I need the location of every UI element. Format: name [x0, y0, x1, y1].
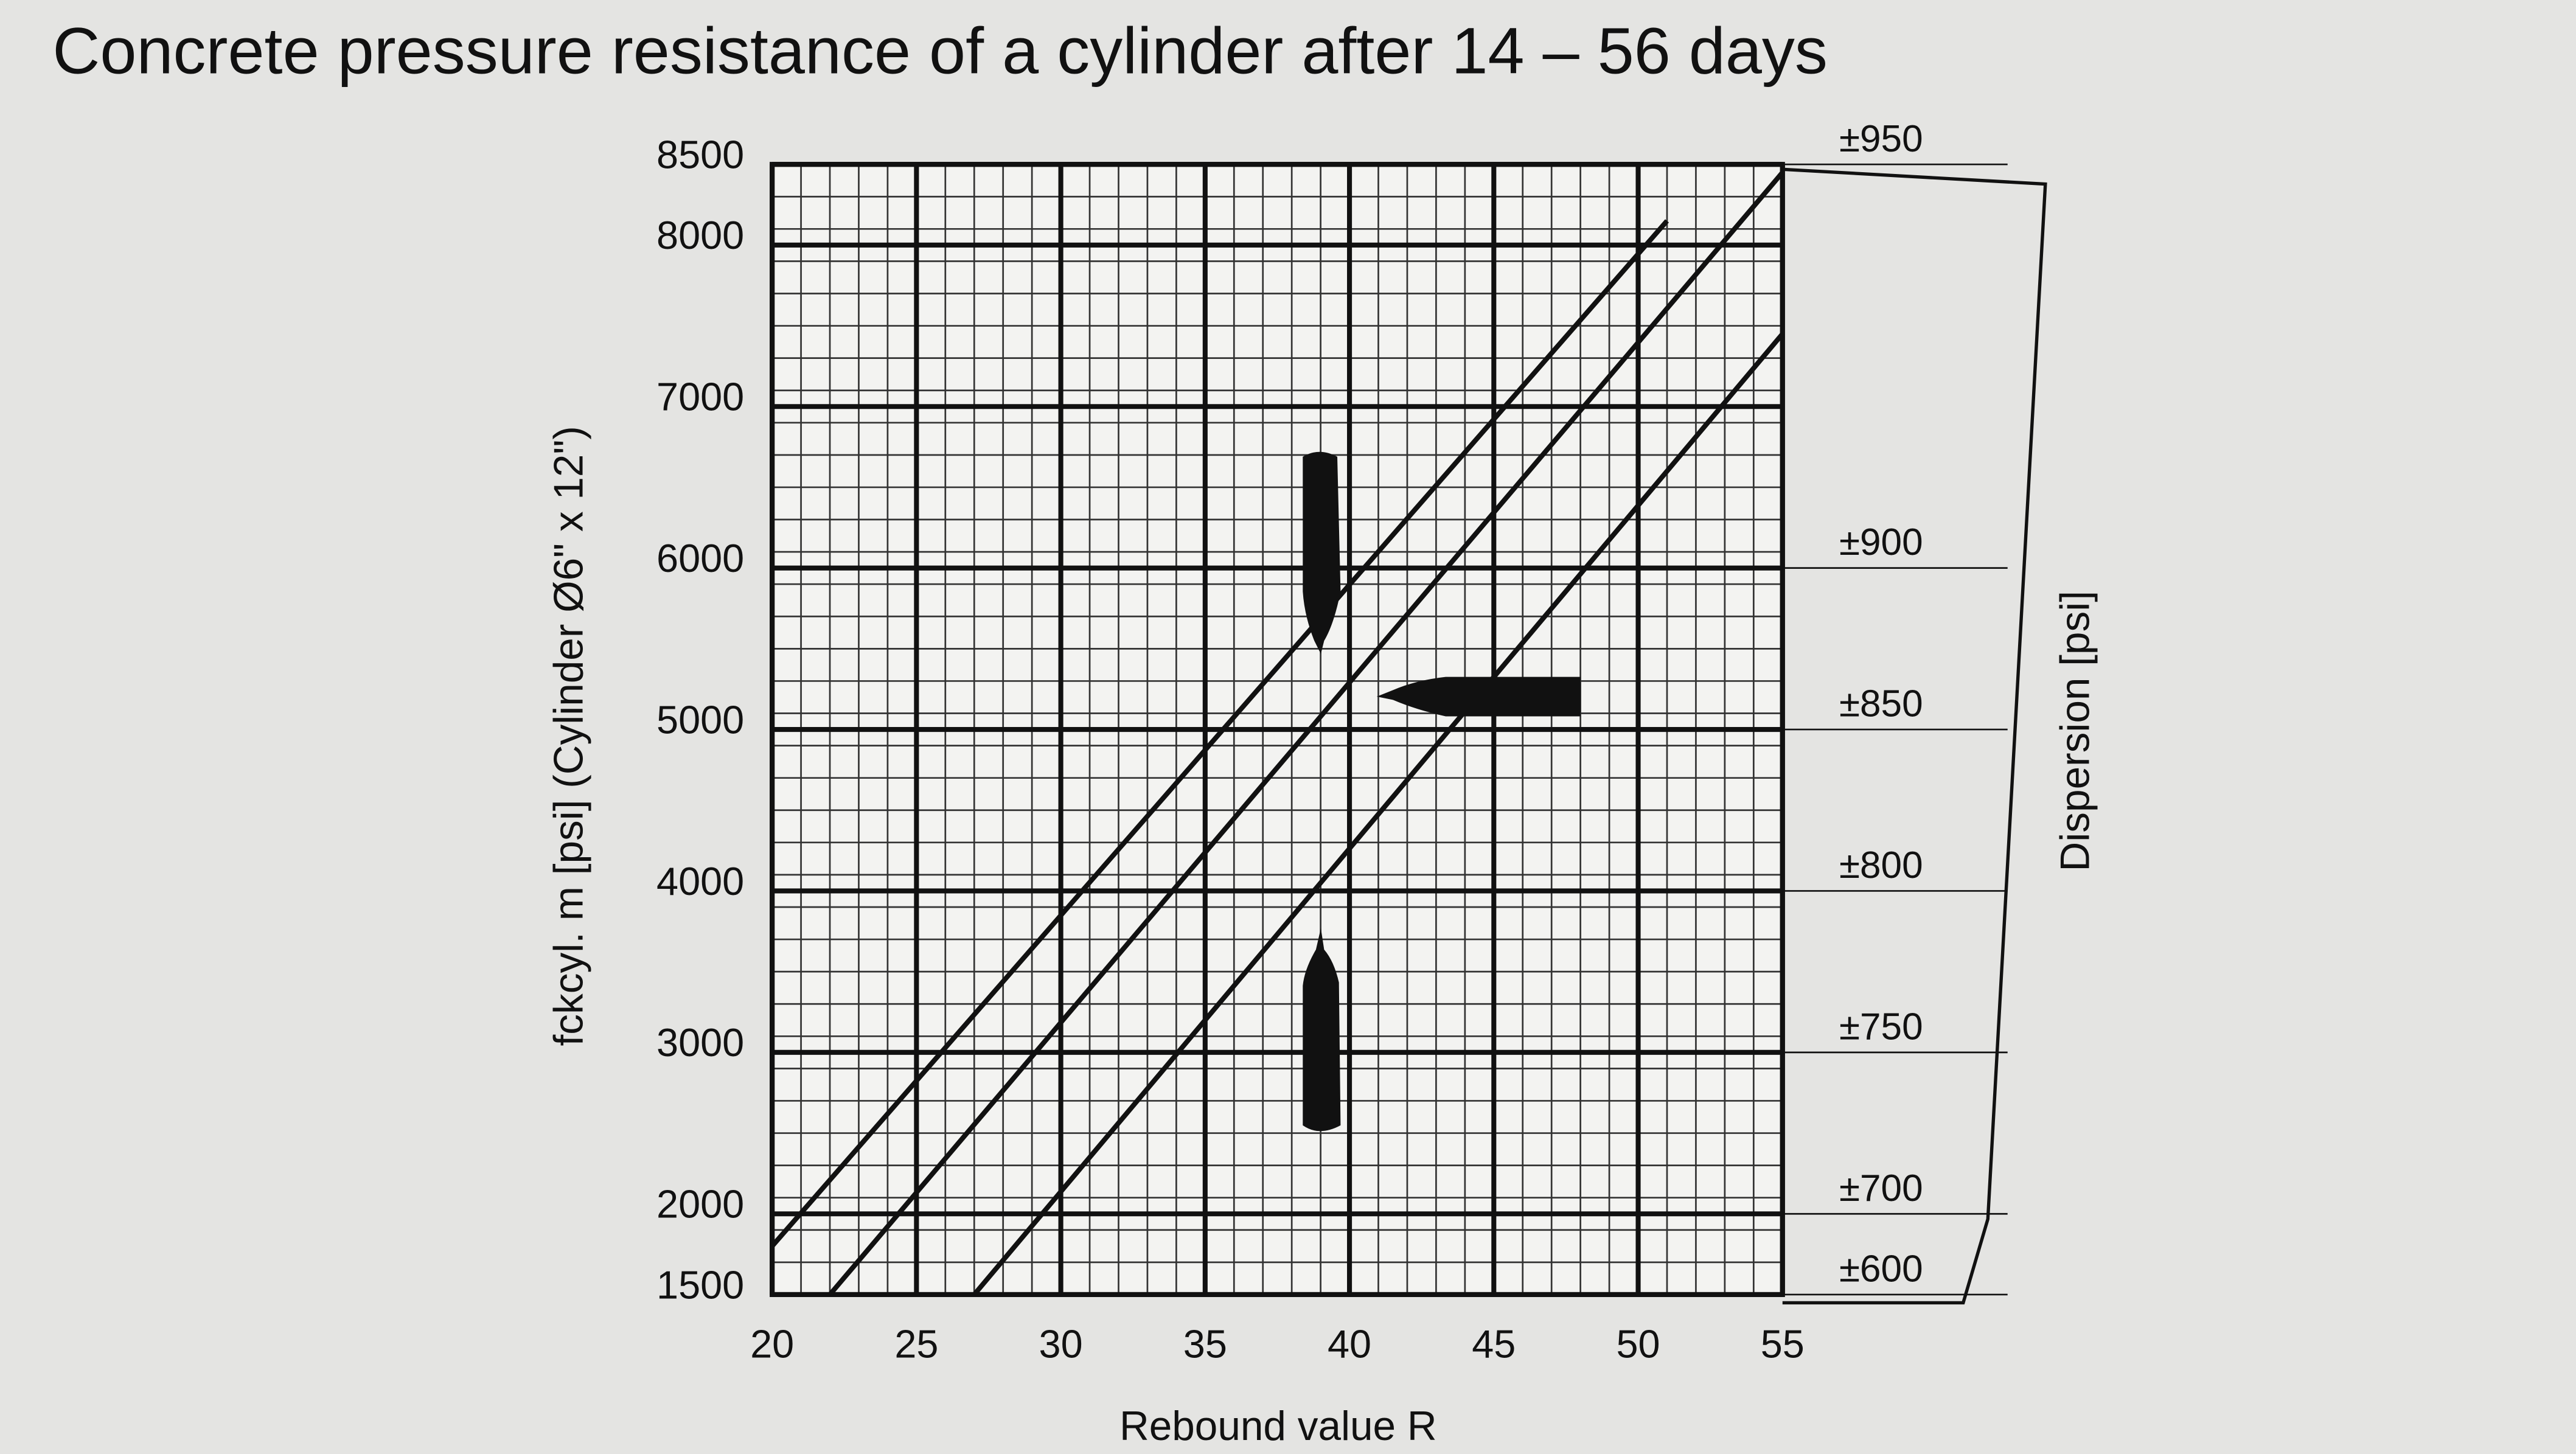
arrows	[1303, 451, 1581, 1132]
line	[827, 170, 1784, 1296]
y-tick-label: 8000	[656, 213, 744, 257]
y-tick-label: 2000	[656, 1182, 744, 1226]
chart-title: Concrete pressure resistance of a cylind…	[52, 13, 1828, 87]
y-tick-label: 1500	[656, 1262, 744, 1307]
x-tick-label: 45	[1472, 1321, 1516, 1366]
x-tick-label: 55	[1761, 1321, 1805, 1366]
arrow-down	[1303, 451, 1341, 654]
y2-tick-label: ±600	[1839, 1248, 1923, 1290]
dispersion-panel: ±950 ±900 ±850 ±800 ±750 ±700 ±600	[1782, 118, 2047, 1305]
y-tick-label: 5000	[656, 697, 744, 742]
dispersion-frame	[1782, 167, 2047, 1305]
x-tick-label: 40	[1328, 1321, 1371, 1366]
arrow-left	[1376, 677, 1581, 717]
y2-tick-label: ±950	[1839, 118, 1923, 160]
y-tick-label: 6000	[656, 536, 744, 580]
y2-axis-label: Dispersion [psi]	[2053, 591, 2098, 871]
x-tick-label: 35	[1183, 1321, 1227, 1366]
x-tick-label: 50	[1617, 1321, 1660, 1366]
y2-tick-label: ±750	[1839, 1006, 1923, 1048]
y-tick-label: 8500	[656, 132, 744, 176]
y-tick-label: 4000	[656, 859, 744, 903]
y2-tick-label: ±850	[1839, 683, 1923, 725]
y-axis-label: fckcyl. m [psi] (Cylinder Ø6" x 12")	[546, 426, 592, 1046]
x-tick-label: 20	[750, 1321, 794, 1366]
x-tick-label: 30	[1039, 1321, 1083, 1366]
y-tick-label: 7000	[656, 375, 744, 419]
arrow-up	[1303, 928, 1341, 1132]
x-tick-label: 25	[894, 1321, 938, 1366]
y2-tick-label: ±800	[1839, 844, 1923, 886]
line	[972, 332, 1784, 1296]
y2-tick-label: ±900	[1839, 521, 1923, 563]
lines	[770, 170, 1784, 1296]
y2-tick-label: ±700	[1839, 1167, 1923, 1209]
line	[770, 219, 1669, 1248]
grid	[770, 162, 1785, 1297]
x-axis-label: Rebound value R	[1119, 1404, 1437, 1449]
y-tick-label: 3000	[656, 1020, 744, 1065]
